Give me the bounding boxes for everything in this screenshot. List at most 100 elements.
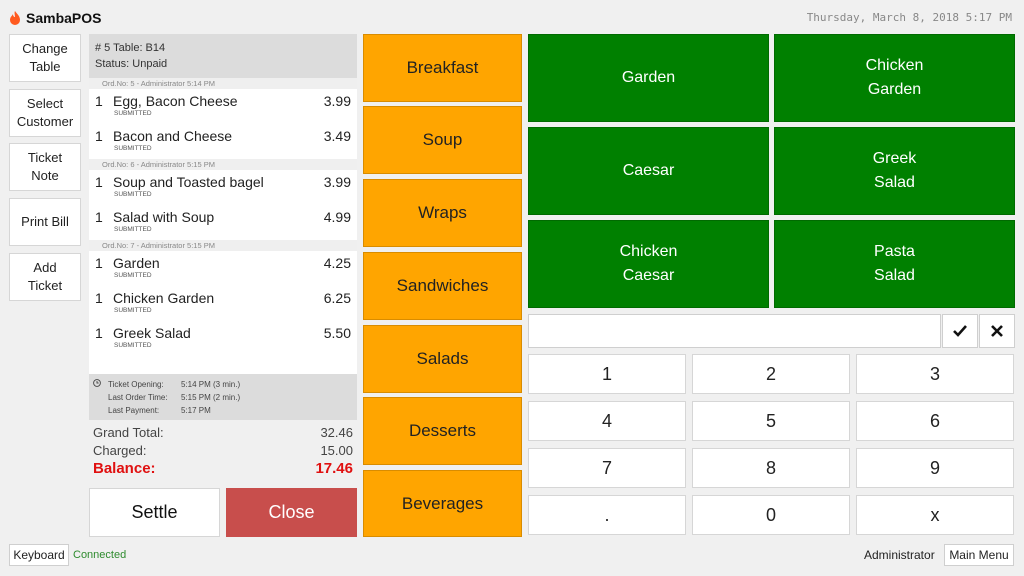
app-logo: SambaPOS bbox=[8, 9, 101, 27]
change-table-button[interactable]: Change Table bbox=[9, 34, 81, 82]
numpad-key-3[interactable]: 3 bbox=[856, 354, 1014, 394]
category-breakfast[interactable]: Breakfast bbox=[363, 34, 522, 102]
item-status: SUBMITTED bbox=[114, 226, 152, 233]
item-price: 3.99 bbox=[323, 93, 351, 109]
item-qty: 1 bbox=[95, 209, 103, 225]
item-name: Egg, Bacon Cheese bbox=[113, 93, 238, 109]
item-price: 6.25 bbox=[323, 290, 351, 306]
info-label: Ticket Opening: bbox=[108, 380, 164, 389]
item-name: Bacon and Cheese bbox=[113, 128, 233, 144]
grand-total-value: 32.46 bbox=[320, 425, 353, 440]
confirm-button[interactable] bbox=[942, 314, 978, 348]
clock-icon bbox=[93, 379, 101, 387]
flame-logo-icon bbox=[10, 11, 20, 25]
select-customer-button[interactable]: Select Customer bbox=[9, 89, 81, 137]
ticket-totals: Grand Total: 32.46 Charged: 15.00 Balance:… bbox=[89, 424, 357, 480]
ticket-status: Status: Unpaid bbox=[95, 58, 168, 70]
item-name: Garden bbox=[113, 255, 160, 271]
category-wraps[interactable]: Wraps bbox=[363, 179, 522, 247]
numpad-key-5[interactable]: 5 bbox=[692, 401, 850, 441]
item-name: Chicken Garden bbox=[113, 290, 215, 306]
menu-item-chicken-garden[interactable]: Chicken Garden bbox=[774, 34, 1015, 122]
balance-value: 17.46 bbox=[315, 460, 353, 477]
item-qty: 1 bbox=[95, 93, 103, 109]
order-header: Ord.No: 5 - Administrator 5:14 PM bbox=[89, 78, 357, 89]
numpad-key-8[interactable]: 8 bbox=[692, 448, 850, 488]
ticket-item[interactable]: 1 Salad with Soup 4.99 SUBMITTED bbox=[89, 205, 357, 240]
item-status: SUBMITTED bbox=[114, 110, 152, 117]
numpad-key-1[interactable]: 1 bbox=[528, 354, 686, 394]
ticket-item[interactable]: 1 Egg, Bacon Cheese 3.99 SUBMITTED bbox=[89, 89, 357, 124]
item-status: SUBMITTED bbox=[114, 342, 152, 349]
numpad-key-7[interactable]: 7 bbox=[528, 448, 686, 488]
datetime-display: Thursday, March 8, 2018 5:17 PM bbox=[806, 11, 1012, 24]
item-price: 3.49 bbox=[323, 128, 351, 144]
numpad-key-0[interactable]: 0 bbox=[692, 495, 850, 535]
ticket-header: # 5 Table: B14 Status: Unpaid bbox=[89, 34, 357, 78]
app-title: SambaPOS bbox=[26, 10, 102, 26]
main-menu-button[interactable]: Main Menu bbox=[944, 544, 1014, 566]
item-qty: 1 bbox=[95, 325, 103, 341]
item-qty: 1 bbox=[95, 174, 103, 190]
keyboard-button[interactable]: Keyboard bbox=[9, 544, 69, 566]
ticket-note-button[interactable]: Ticket Note bbox=[9, 143, 81, 191]
print-bill-button[interactable]: Print Bill bbox=[9, 198, 81, 246]
settle-button[interactable]: Settle bbox=[89, 488, 220, 537]
category-beverages[interactable]: Beverages bbox=[363, 470, 522, 537]
category-soup[interactable]: Soup bbox=[363, 106, 522, 174]
category-salads[interactable]: Salads bbox=[363, 325, 522, 393]
order-header: Ord.No: 7 - Administrator 5:15 PM bbox=[89, 240, 357, 251]
numpad-key-2[interactable]: 2 bbox=[692, 354, 850, 394]
item-price: 4.25 bbox=[323, 255, 351, 271]
ticket-item[interactable]: 1 Greek Salad 5.50 SUBMITTED bbox=[89, 321, 357, 356]
item-qty: 1 bbox=[95, 290, 103, 306]
category-desserts[interactable]: Desserts bbox=[363, 397, 522, 465]
item-price: 3.99 bbox=[323, 174, 351, 190]
item-price: 4.99 bbox=[323, 209, 351, 225]
info-value: 5:14 PM (3 min.) bbox=[181, 380, 241, 389]
item-qty: 1 bbox=[95, 128, 103, 144]
item-name: Salad with Soup bbox=[113, 209, 215, 225]
balance-label: Balance: bbox=[93, 460, 156, 477]
checkmark-icon bbox=[953, 325, 967, 337]
connection-status: Connected bbox=[73, 549, 127, 561]
numpad-key-6[interactable]: 6 bbox=[856, 401, 1014, 441]
info-label: Last Payment: bbox=[108, 406, 160, 415]
category-sandwiches[interactable]: Sandwiches bbox=[363, 252, 522, 320]
info-label: Last Order Time: bbox=[108, 393, 168, 402]
ticket-number-table: # 5 Table: B14 bbox=[95, 42, 166, 54]
menu-item-chicken-caesar[interactable]: Chicken Caesar bbox=[528, 220, 769, 308]
info-value: 5:15 PM (2 min.) bbox=[181, 393, 241, 402]
numpad-key-4[interactable]: 4 bbox=[528, 401, 686, 441]
info-value: 5:17 PM bbox=[181, 406, 211, 415]
numpad-key-x[interactable]: x bbox=[856, 495, 1014, 535]
menu-item-pasta-salad[interactable]: Pasta Salad bbox=[774, 220, 1015, 308]
numpad-key-dot[interactable]: . bbox=[528, 495, 686, 535]
clear-button[interactable] bbox=[979, 314, 1015, 348]
menu-item-greek-salad[interactable]: Greek Salad bbox=[774, 127, 1015, 215]
numpad-key-9[interactable]: 9 bbox=[856, 448, 1014, 488]
ticket-item[interactable]: 1 Garden 4.25 SUBMITTED bbox=[89, 251, 357, 286]
current-user: Administrator bbox=[864, 548, 935, 562]
charged-label: Charged: bbox=[93, 443, 147, 458]
item-status: SUBMITTED bbox=[114, 145, 152, 152]
menu-item-garden[interactable]: Garden bbox=[528, 34, 769, 122]
ticket-info: Ticket Opening: 5:14 PM (3 min.) Last Ord… bbox=[89, 374, 357, 420]
menu-item-caesar[interactable]: Caesar bbox=[528, 127, 769, 215]
item-qty: 1 bbox=[95, 255, 103, 271]
grand-total-label: Grand Total: bbox=[93, 425, 164, 440]
item-status: SUBMITTED bbox=[114, 191, 152, 198]
ticket-item[interactable]: 1 Chicken Garden 6.25 SUBMITTED bbox=[89, 286, 357, 321]
ticket-item[interactable]: 1 Bacon and Cheese 3.49 SUBMITTED bbox=[89, 124, 357, 159]
numpad-input[interactable] bbox=[528, 314, 941, 348]
item-name: Soup and Toasted bagel bbox=[113, 174, 264, 190]
close-button[interactable]: Close bbox=[226, 488, 357, 537]
ticket-panel: # 5 Table: B14 Status: Unpaid Ord.No: 5 … bbox=[89, 34, 357, 420]
item-status: SUBMITTED bbox=[114, 272, 152, 279]
add-ticket-button[interactable]: Add Ticket bbox=[9, 253, 81, 301]
item-price: 5.50 bbox=[323, 325, 351, 341]
ticket-item[interactable]: 1 Soup and Toasted bagel 3.99 SUBMITTED bbox=[89, 170, 357, 205]
order-header: Ord.No: 6 - Administrator 5:15 PM bbox=[89, 159, 357, 170]
close-icon bbox=[991, 325, 1003, 337]
